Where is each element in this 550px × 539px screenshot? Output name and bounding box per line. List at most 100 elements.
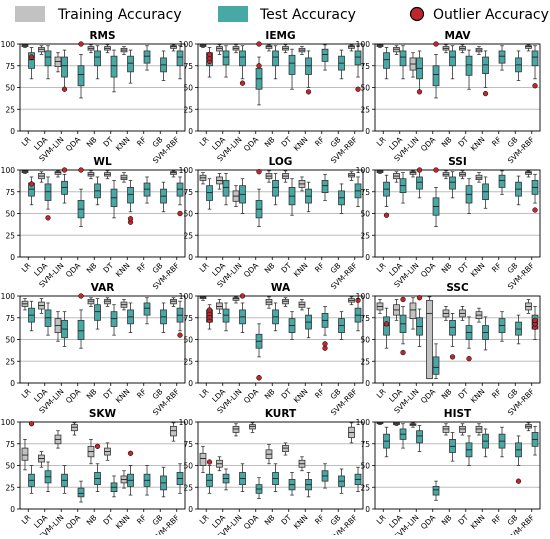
test-box (432, 485, 440, 496)
outlier-point (28, 421, 35, 427)
plot-frame (374, 43, 541, 132)
x-tick-label: QDA (419, 386, 438, 405)
x-tick-label: NB (263, 261, 277, 275)
x-tick-label: KNN (292, 513, 310, 531)
y-tick-label: 100 (1, 166, 16, 175)
y-tick-label: 75 (183, 62, 193, 71)
panel-title: KURT (265, 408, 297, 420)
outlier-point (322, 345, 328, 351)
outlier-point (466, 355, 472, 362)
plot-frame (197, 169, 364, 258)
y-tick-label: 25 (360, 231, 370, 240)
y-tick-label: 75 (360, 188, 370, 197)
outlier-point (28, 54, 35, 60)
x-tick-label: RF (135, 513, 148, 526)
plot-frame (374, 421, 541, 510)
outlier-point (61, 86, 68, 92)
plot-frame (197, 43, 364, 132)
y-tick-label: 25 (183, 483, 193, 492)
test-box (432, 356, 440, 375)
outlier-point (400, 296, 406, 303)
x-tick-label: RF (135, 135, 148, 148)
y-tick-label: 75 (5, 62, 15, 71)
x-tick-label: LR (375, 135, 388, 148)
test-box (354, 50, 362, 66)
y-tick-label: 50 (5, 336, 15, 345)
legend-label-training: Training Accuracy (57, 7, 182, 23)
x-tick-label: KNN (469, 513, 487, 531)
test-box (272, 50, 279, 67)
test-box (222, 50, 230, 66)
outlier-point (239, 293, 246, 299)
x-tick-label: LR (198, 387, 211, 400)
test-box (143, 302, 151, 316)
x-tick-label: NB (85, 135, 99, 149)
x-tick-label: QDA (419, 134, 438, 153)
outlier-point (206, 51, 213, 58)
y-tick-label: 75 (183, 314, 193, 323)
test-box (127, 55, 134, 73)
test-box (399, 50, 407, 67)
test-box (143, 50, 151, 64)
panel-title: RMS (89, 30, 115, 42)
y-tick-label: 0 (10, 379, 15, 388)
test-box (44, 50, 52, 67)
y-tick-label: 0 (188, 505, 193, 514)
y-tick-label: 75 (360, 62, 370, 71)
outlier-point (78, 293, 84, 299)
x-tick-label: RF (490, 513, 503, 526)
x-tick-label: LR (20, 387, 33, 400)
x-tick-label: KNN (114, 513, 132, 531)
outlier-point (532, 317, 538, 324)
test-box (272, 180, 279, 197)
x-tick-label: LR (198, 261, 211, 274)
x-tick-label: KNN (469, 387, 487, 405)
outlier-point (239, 80, 246, 86)
y-tick-label: 100 (1, 418, 16, 427)
outlier-point (177, 332, 183, 338)
x-tick-label: QDA (64, 260, 83, 279)
x-tick-label: LR (375, 261, 388, 274)
outlier-point (127, 216, 134, 222)
y-tick-label: 0 (10, 127, 15, 136)
y-tick-label: 50 (360, 462, 370, 471)
outlier-point (449, 354, 456, 360)
y-tick-label: 50 (360, 210, 370, 219)
x-tick-label: NB (440, 513, 454, 527)
x-tick-label: KNN (469, 135, 487, 153)
y-tick-label: 100 (1, 40, 16, 49)
x-tick-label: KNN (469, 261, 487, 279)
train-box (426, 299, 433, 380)
outlier-point (61, 167, 68, 173)
x-tick-label: RF (313, 387, 326, 400)
x-tick-label: NB (440, 387, 454, 401)
outlier-point (256, 169, 262, 175)
outlier-point (383, 212, 390, 218)
y-tick-label: 0 (10, 505, 15, 514)
outlier-point (28, 181, 35, 187)
outlier-point (206, 307, 213, 313)
y-tick-label: 25 (183, 105, 193, 114)
plot-frame (374, 295, 541, 384)
x-tick-label: QDA (242, 260, 261, 279)
test-box (432, 65, 440, 87)
test-box (531, 50, 539, 67)
test-box (449, 50, 456, 67)
outlier-point (78, 167, 84, 173)
legend-label-test: Test Accuracy (259, 7, 356, 23)
test-box (239, 50, 246, 67)
y-tick-label: 25 (5, 483, 15, 492)
y-tick-label: 50 (360, 336, 370, 345)
legend-swatch-outlier (409, 6, 425, 22)
train-box (199, 452, 207, 466)
test-box (127, 186, 134, 204)
x-tick-label: NB (440, 135, 454, 149)
x-tick-label: RF (313, 261, 326, 274)
y-tick-label: 50 (183, 210, 193, 219)
